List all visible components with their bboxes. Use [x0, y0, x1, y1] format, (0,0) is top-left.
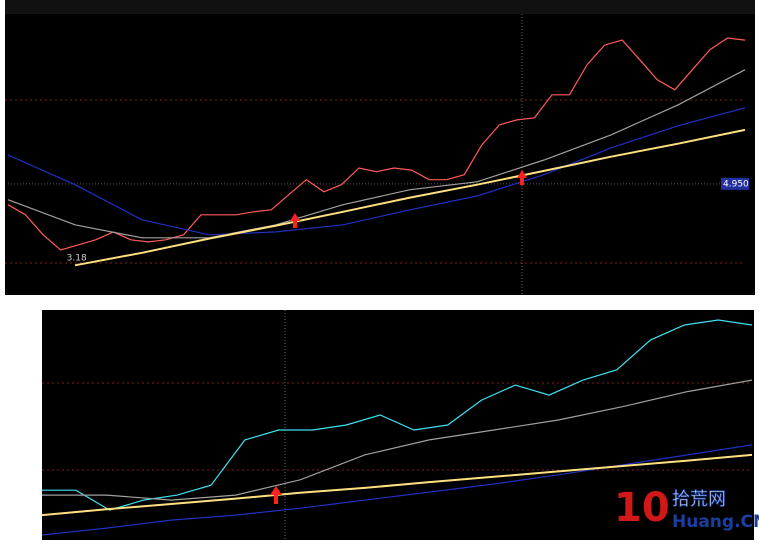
- series-line: [42, 379, 753, 501]
- series-line: [41, 444, 753, 536]
- top-panel: [5, 0, 755, 295]
- series-line: [41, 453, 753, 517]
- watermark-domain: Huang.CN: [672, 512, 759, 532]
- price-label: 4.950: [723, 179, 749, 189]
- up-arrow: [270, 486, 282, 504]
- price-tag: [721, 177, 749, 190]
- low-label: 3.18: [67, 253, 87, 263]
- up-arrow: [290, 213, 300, 228]
- series-line: [42, 319, 753, 511]
- bottom-panel: [42, 310, 754, 540]
- series-line: [74, 128, 746, 267]
- series-line: [7, 37, 746, 251]
- watermark-number: 10: [614, 485, 670, 531]
- watermark-site: 拾荒网: [672, 489, 726, 510]
- up-arrow: [517, 170, 527, 185]
- top-header: [5, 0, 755, 14]
- series-line: [7, 107, 746, 236]
- series-line: [7, 69, 746, 239]
